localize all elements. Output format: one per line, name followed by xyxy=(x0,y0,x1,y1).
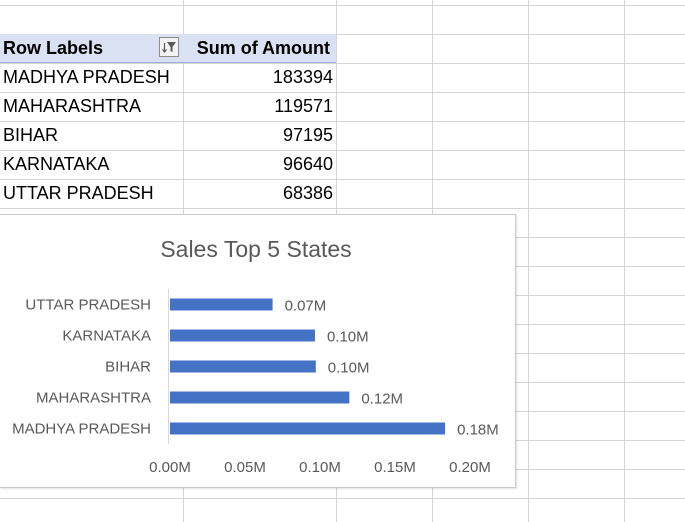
bar[interactable] xyxy=(170,298,273,311)
chart-area[interactable]: Sales Top 5 States MADHYA PRADESH 0.18M MA… xyxy=(0,214,516,488)
bar[interactable] xyxy=(170,391,350,404)
pivot-row-label: BIHAR xyxy=(3,125,59,145)
pivot-row-value: 183394 xyxy=(272,67,333,87)
category-tick-label: BIHAR xyxy=(105,359,151,376)
chart-plot-area: MADHYA PRADESH 0.18M MAHARASHTRA 0.12M BIHAR… xyxy=(12,289,499,476)
data-label: 0.10M xyxy=(328,360,370,377)
category-tick-label: UTTAR PRADESH xyxy=(25,297,151,314)
pivot-row[interactable]: MAHARASHTRA 119571 xyxy=(0,92,336,121)
pivot-row-value: 97195 xyxy=(282,125,333,145)
pivot-row-label: MADHYA PRADESH xyxy=(3,67,170,87)
pivot-table: Row Labels Sum of Amount MADHYA PRADESH … xyxy=(0,34,336,208)
category-tick-label: MAHARASHTRA xyxy=(36,390,151,407)
pivot-row[interactable]: KARNATAKA 96640 xyxy=(0,150,336,179)
x-tick-label: 0.15M xyxy=(374,459,416,476)
data-label: 0.10M xyxy=(327,329,369,346)
pivot-row[interactable]: BIHAR 97195 xyxy=(0,121,336,150)
pivot-row-label: KARNATAKA xyxy=(3,154,110,174)
row-labels-header[interactable]: Row Labels xyxy=(3,38,104,58)
pivot-row-value: 119571 xyxy=(274,96,333,116)
category-tick-label: KARNATAKA xyxy=(62,328,151,345)
data-label: 0.07M xyxy=(285,298,327,315)
x-tick-label: 0.00M xyxy=(149,459,191,476)
category-tick-label: MADHYA PRADESH xyxy=(12,421,151,438)
pivot-row[interactable]: MADHYA PRADESH 183394 xyxy=(0,63,336,92)
data-label: 0.12M xyxy=(361,391,403,408)
chart-title[interactable]: Sales Top 5 States xyxy=(160,236,351,262)
pivot-header-row: Row Labels Sum of Amount xyxy=(0,34,336,63)
pivot-row[interactable]: UTTAR PRADESH 68386 xyxy=(0,179,336,208)
pivot-row-label: MAHARASHTRA xyxy=(3,96,142,116)
x-tick-label: 0.05M xyxy=(224,459,266,476)
bar[interactable] xyxy=(170,360,316,373)
pivot-row-label: UTTAR PRADESH xyxy=(3,183,154,203)
filter-sort-icon xyxy=(162,42,176,53)
sum-of-amount-header[interactable]: Sum of Amount xyxy=(196,38,330,58)
x-tick-label: 0.20M xyxy=(449,459,491,476)
x-tick-label: 0.10M xyxy=(299,459,341,476)
bar[interactable] xyxy=(170,422,446,435)
bar[interactable] xyxy=(170,329,315,342)
pivot-row-value: 68386 xyxy=(282,183,333,203)
bar-chart[interactable]: Sales Top 5 States MADHYA PRADESH 0.18MMA… xyxy=(0,215,516,489)
pivot-row-value: 96640 xyxy=(282,154,333,174)
data-label: 0.18M xyxy=(457,422,499,439)
filter-dropdown-button[interactable] xyxy=(159,37,179,57)
